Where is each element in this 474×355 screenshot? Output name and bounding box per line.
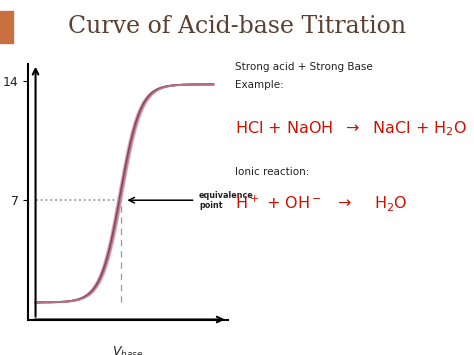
Text: Example:: Example:	[235, 80, 283, 90]
Bar	[0, 11, 13, 43]
Text: $V_{base}$: $V_{base}$	[112, 345, 144, 355]
Text: Ionic reaction:: Ionic reaction:	[235, 167, 309, 177]
Text: H$^+$ + OH$^-$  $\rightarrow$    H$_2$O: H$^+$ + OH$^-$ $\rightarrow$ H$_2$O	[235, 193, 407, 213]
Text: HCl + NaOH  $\rightarrow$  NaCl + H$_2$O: HCl + NaOH $\rightarrow$ NaCl + H$_2$O	[235, 119, 466, 138]
Text: equivalence
point: equivalence point	[199, 191, 254, 210]
Text: Strong acid + Strong Base: Strong acid + Strong Base	[235, 62, 373, 72]
Text: Curve of Acid-base Titration: Curve of Acid-base Titration	[68, 15, 406, 38]
